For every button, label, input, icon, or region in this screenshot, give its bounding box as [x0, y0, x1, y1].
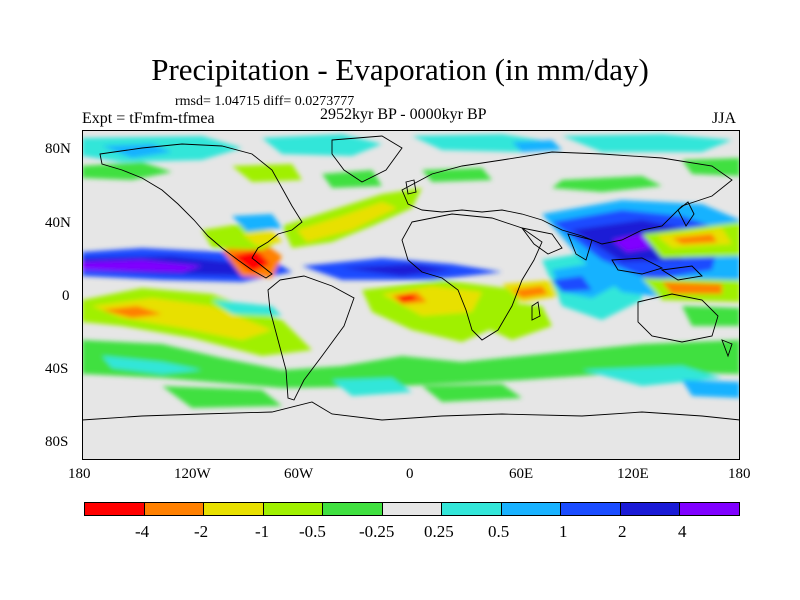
lon-tick-120e: 120E	[617, 466, 649, 482]
lon-tick-120w: 120W	[174, 466, 211, 482]
stats-label: rmsd= 1.04715 diff= 0.0273777	[175, 94, 355, 109]
plot-title: Precipitation - Evaporation (in mm/day)	[151, 52, 649, 87]
colorbar-swatch	[501, 503, 562, 515]
colorbar-label: -0.5	[299, 522, 326, 541]
colorbar-label: 2	[618, 522, 627, 541]
colorbar-swatch	[442, 503, 502, 515]
colorbar-swatch	[680, 503, 740, 515]
colorbar-swatch	[382, 503, 443, 515]
lon-tick-60e: 60E	[509, 466, 534, 482]
colorbar-swatch	[561, 503, 621, 515]
lat-tick-40s: 40S	[45, 361, 69, 377]
lon-tick-60w: 60W	[284, 466, 314, 482]
colorbar-label: 0.5	[488, 522, 510, 541]
lat-tick-40n: 40N	[45, 215, 71, 231]
lat-tick-80s: 80S	[45, 434, 69, 450]
colorbar-label: -0.25	[359, 522, 395, 541]
experiment-label: Expt = tFmfm-tfmea	[82, 110, 215, 127]
map-frame	[82, 130, 740, 460]
coastlines	[82, 135, 740, 421]
lon-tick-180w: 180	[68, 466, 91, 482]
colorbar-swatch	[620, 503, 681, 515]
anomaly-field	[82, 134, 740, 408]
colorbar-swatch	[204, 503, 264, 515]
colorbar-label: -4	[135, 522, 150, 541]
colorbar-label: -2	[194, 522, 209, 541]
colorbar	[84, 502, 740, 516]
season-label: JJA	[712, 110, 737, 127]
colorbar-label: -1	[255, 522, 270, 541]
colorbar-swatch	[144, 503, 205, 515]
lon-tick-0: 0	[406, 466, 414, 482]
colorbar-label: 4	[678, 522, 687, 541]
colorbar-label: 0.25	[424, 522, 454, 541]
precip-evap-map	[82, 130, 740, 460]
colorbar-swatch	[323, 503, 383, 515]
map-panel	[82, 130, 740, 460]
lat-tick-0: 0	[62, 288, 70, 304]
lon-tick-180e: 180	[728, 466, 751, 482]
colorbar-label: 1	[559, 522, 568, 541]
colorbar-swatch	[85, 503, 145, 515]
lat-tick-80n: 80N	[45, 141, 71, 157]
colorbar-swatch	[263, 503, 324, 515]
period-label: 2952kyr BP - 0000kyr BP	[320, 106, 487, 123]
